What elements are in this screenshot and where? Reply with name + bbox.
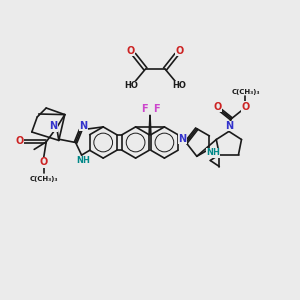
Text: O: O (40, 157, 48, 167)
Text: N: N (49, 121, 57, 131)
Text: O: O (126, 46, 135, 56)
Text: C(CH₃)₃: C(CH₃)₃ (231, 89, 260, 95)
Text: N: N (225, 121, 233, 131)
Text: NH: NH (76, 156, 90, 165)
Text: F: F (153, 104, 159, 114)
Text: F: F (141, 104, 147, 114)
Text: C(CH₃)₃: C(CH₃)₃ (29, 176, 58, 182)
Text: O: O (15, 136, 23, 146)
Text: NH: NH (206, 148, 220, 157)
Text: HO: HO (172, 81, 186, 90)
Text: N: N (178, 134, 187, 144)
Text: O: O (213, 102, 221, 112)
Text: N: N (79, 121, 87, 131)
Text: HO: HO (124, 81, 138, 90)
Text: O: O (176, 46, 184, 56)
Text: O: O (241, 102, 250, 112)
